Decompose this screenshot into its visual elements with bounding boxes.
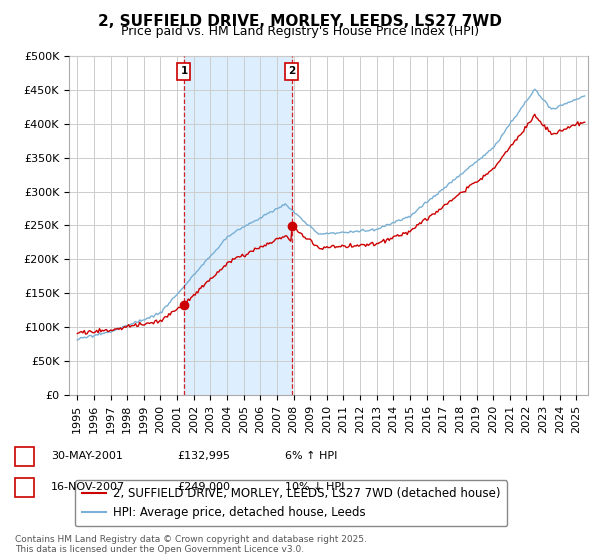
- Text: 6% ↑ HPI: 6% ↑ HPI: [285, 451, 337, 461]
- Text: 16-NOV-2007: 16-NOV-2007: [51, 482, 125, 492]
- Text: 2: 2: [21, 482, 28, 492]
- Text: 1: 1: [181, 66, 188, 76]
- Text: 10% ↓ HPI: 10% ↓ HPI: [285, 482, 344, 492]
- Bar: [184, 56, 292, 395]
- Legend: 2, SUFFIELD DRIVE, MORLEY, LEEDS, LS27 7WD (detached house), HPI: Average price,: 2, SUFFIELD DRIVE, MORLEY, LEEDS, LS27 7…: [75, 480, 507, 526]
- Text: 2: 2: [288, 66, 295, 76]
- Text: £132,995: £132,995: [177, 451, 230, 461]
- Text: 1: 1: [21, 451, 28, 461]
- Text: Price paid vs. HM Land Registry's House Price Index (HPI): Price paid vs. HM Land Registry's House …: [121, 25, 479, 38]
- FancyBboxPatch shape: [178, 63, 190, 80]
- Text: £249,000: £249,000: [177, 482, 230, 492]
- Text: 30-MAY-2001: 30-MAY-2001: [51, 451, 123, 461]
- FancyBboxPatch shape: [285, 63, 298, 80]
- Text: Contains HM Land Registry data © Crown copyright and database right 2025.
This d: Contains HM Land Registry data © Crown c…: [15, 535, 367, 554]
- Text: 2, SUFFIELD DRIVE, MORLEY, LEEDS, LS27 7WD: 2, SUFFIELD DRIVE, MORLEY, LEEDS, LS27 7…: [98, 14, 502, 29]
